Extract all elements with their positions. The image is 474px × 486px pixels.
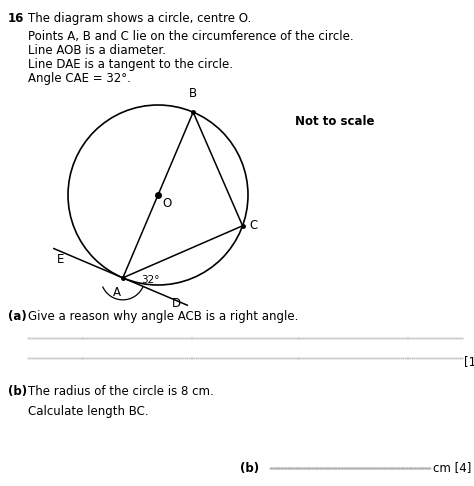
- Text: Points A, B and C lie on the circumference of the circle.: Points A, B and C lie on the circumferen…: [28, 30, 354, 43]
- Text: B: B: [189, 87, 197, 100]
- Text: O: O: [162, 197, 171, 210]
- Text: (b): (b): [8, 385, 27, 398]
- Text: Not to scale: Not to scale: [295, 115, 374, 128]
- Text: Line AOB is a diameter.: Line AOB is a diameter.: [28, 44, 166, 57]
- Text: D: D: [172, 296, 181, 310]
- Text: Angle CAE = 32°.: Angle CAE = 32°.: [28, 72, 131, 85]
- Text: A: A: [113, 286, 121, 299]
- Text: Give a reason why angle ACB is a right angle.: Give a reason why angle ACB is a right a…: [28, 310, 298, 323]
- Text: Calculate length BC.: Calculate length BC.: [28, 405, 149, 418]
- Text: (b): (b): [240, 462, 259, 474]
- Text: cm [4]: cm [4]: [433, 462, 471, 474]
- Text: [1]: [1]: [464, 355, 474, 368]
- Text: The diagram shows a circle, centre O.: The diagram shows a circle, centre O.: [28, 12, 251, 25]
- Text: 16: 16: [8, 12, 24, 25]
- Text: C: C: [250, 219, 258, 232]
- Text: (a): (a): [8, 310, 27, 323]
- Text: Line DAE is a tangent to the circle.: Line DAE is a tangent to the circle.: [28, 58, 233, 71]
- Text: E: E: [57, 253, 64, 265]
- Text: 32°: 32°: [141, 275, 159, 285]
- Text: The radius of the circle is 8 cm.: The radius of the circle is 8 cm.: [28, 385, 214, 398]
